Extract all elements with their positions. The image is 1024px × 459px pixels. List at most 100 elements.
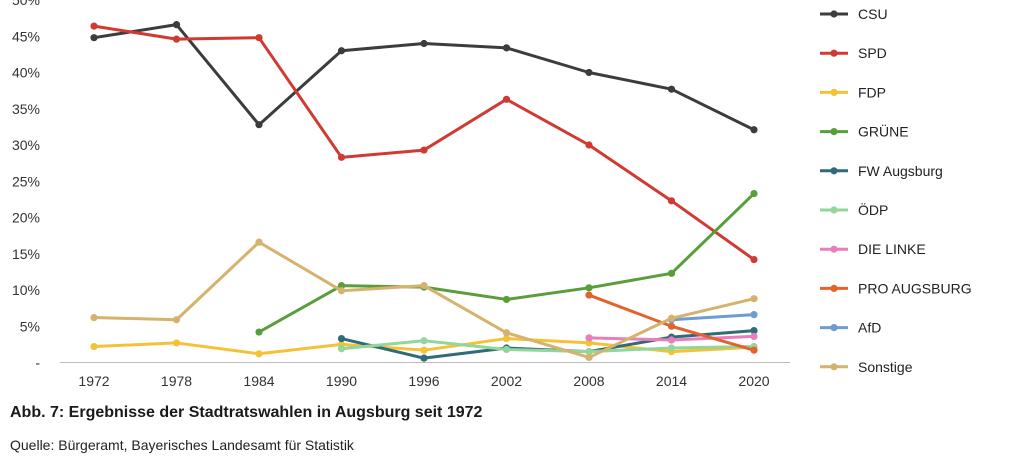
data-point xyxy=(502,329,511,337)
legend-label: Sonstige xyxy=(858,359,913,375)
x-tick-label: 2020 xyxy=(738,373,769,389)
legend-label: SPD xyxy=(858,45,887,61)
data-point xyxy=(585,348,593,356)
data-point xyxy=(750,332,758,340)
series-line xyxy=(257,192,756,334)
data-point xyxy=(420,39,428,48)
legend-marker xyxy=(830,363,838,371)
legend-label: FW Augsburg xyxy=(858,163,943,179)
data-point xyxy=(337,282,346,290)
x-tick-label: 1984 xyxy=(243,373,274,389)
data-point xyxy=(750,255,758,264)
legend-item: FW Augsburg xyxy=(820,163,943,179)
series-sonstige xyxy=(90,238,758,362)
legend-marker xyxy=(830,49,838,57)
data-point xyxy=(750,311,758,319)
legend-item: DIE LINKE xyxy=(820,241,926,257)
data-point xyxy=(667,314,676,322)
x-tick-label: 2002 xyxy=(491,373,522,389)
x-tick-label: 2014 xyxy=(656,373,687,389)
data-point xyxy=(585,68,593,77)
data-point xyxy=(585,284,593,292)
y-tick-label: 35% xyxy=(12,101,40,117)
y-tick-label: 40% xyxy=(12,65,40,81)
y-tick-label: 15% xyxy=(12,246,40,262)
data-point xyxy=(750,189,758,198)
data-point xyxy=(255,34,263,42)
data-point xyxy=(750,327,758,335)
figure-caption: Abb. 7: Ergebnisse der Stadtratswahlen i… xyxy=(10,404,483,421)
legend-label: AfD xyxy=(858,320,881,336)
data-point xyxy=(502,334,511,343)
y-tick-label: 10% xyxy=(12,282,40,298)
data-point xyxy=(420,146,428,154)
data-point xyxy=(90,313,98,322)
data-point xyxy=(667,336,676,344)
data-point xyxy=(750,126,758,134)
legend-item: ÖDP xyxy=(820,201,888,218)
y-tick-label: 20% xyxy=(12,210,40,226)
legend-marker xyxy=(830,88,838,96)
data-point xyxy=(585,334,593,342)
y-tick-label: 30% xyxy=(12,137,40,153)
data-point xyxy=(172,316,181,324)
data-point xyxy=(337,153,346,161)
legend-label: ÖDP xyxy=(858,201,888,218)
data-point xyxy=(667,322,676,330)
data-point xyxy=(90,342,98,351)
legend-marker xyxy=(830,167,838,175)
x-axis: 1972 1978 1984 1990 1996 2002 2008 2014 2020 xyxy=(60,362,790,389)
data-point xyxy=(502,44,511,52)
data-point xyxy=(420,346,428,354)
series-ödp xyxy=(337,337,758,356)
y-tick-label: 25% xyxy=(12,173,40,189)
y-tick-label: - xyxy=(35,355,40,371)
x-tick-label: 2008 xyxy=(573,373,604,389)
y-axis: - 5% 10% 15% 20% 25% 30% 35% 40% 45% 50% xyxy=(12,0,40,371)
data-point xyxy=(585,141,593,149)
legend-item: SPD xyxy=(820,45,887,61)
data-point xyxy=(502,95,511,103)
series-line xyxy=(340,339,756,354)
data-point xyxy=(255,238,263,246)
data-point xyxy=(420,337,428,345)
legend-item: AfD xyxy=(820,320,881,336)
data-point xyxy=(90,34,98,42)
legend-marker xyxy=(830,324,838,332)
y-tick-label: 5% xyxy=(20,318,40,334)
data-point xyxy=(420,354,428,362)
data-point xyxy=(337,287,346,295)
series-csu xyxy=(90,21,758,134)
legend-marker xyxy=(830,128,838,136)
data-point xyxy=(502,345,511,354)
data-point xyxy=(667,344,676,352)
data-point xyxy=(337,345,346,353)
legend-item: CSU xyxy=(820,6,888,22)
x-tick-label: 1972 xyxy=(78,373,109,389)
data-point xyxy=(172,21,181,29)
series-spd xyxy=(90,22,758,264)
data-point xyxy=(585,291,593,299)
data-point xyxy=(750,295,758,303)
legend-marker xyxy=(830,245,838,253)
series-pro-augsburg xyxy=(585,291,758,354)
data-point xyxy=(667,197,676,205)
legend-marker xyxy=(830,10,838,18)
legend-label: PRO AUGSBURG xyxy=(858,280,972,296)
data-point xyxy=(667,269,676,277)
data-point xyxy=(255,121,263,129)
legend-item: Sonstige xyxy=(820,359,913,375)
data-point xyxy=(667,85,676,93)
series-grüne xyxy=(255,189,758,336)
legend-marker xyxy=(830,206,838,214)
plot-area xyxy=(90,21,758,362)
series-die-linke xyxy=(585,332,758,344)
x-tick-label: 1978 xyxy=(161,373,192,389)
line-chart: -5%10%15%20%25%30%35%40%45%50% 1972 1978 1… xyxy=(12,0,972,389)
legend-item: PRO AUGSBURG xyxy=(820,280,972,296)
legend-item: FDP xyxy=(820,84,886,100)
data-point xyxy=(585,353,593,362)
data-point xyxy=(255,350,263,358)
legend-label: GRÜNE xyxy=(858,123,909,140)
data-point xyxy=(172,35,181,43)
